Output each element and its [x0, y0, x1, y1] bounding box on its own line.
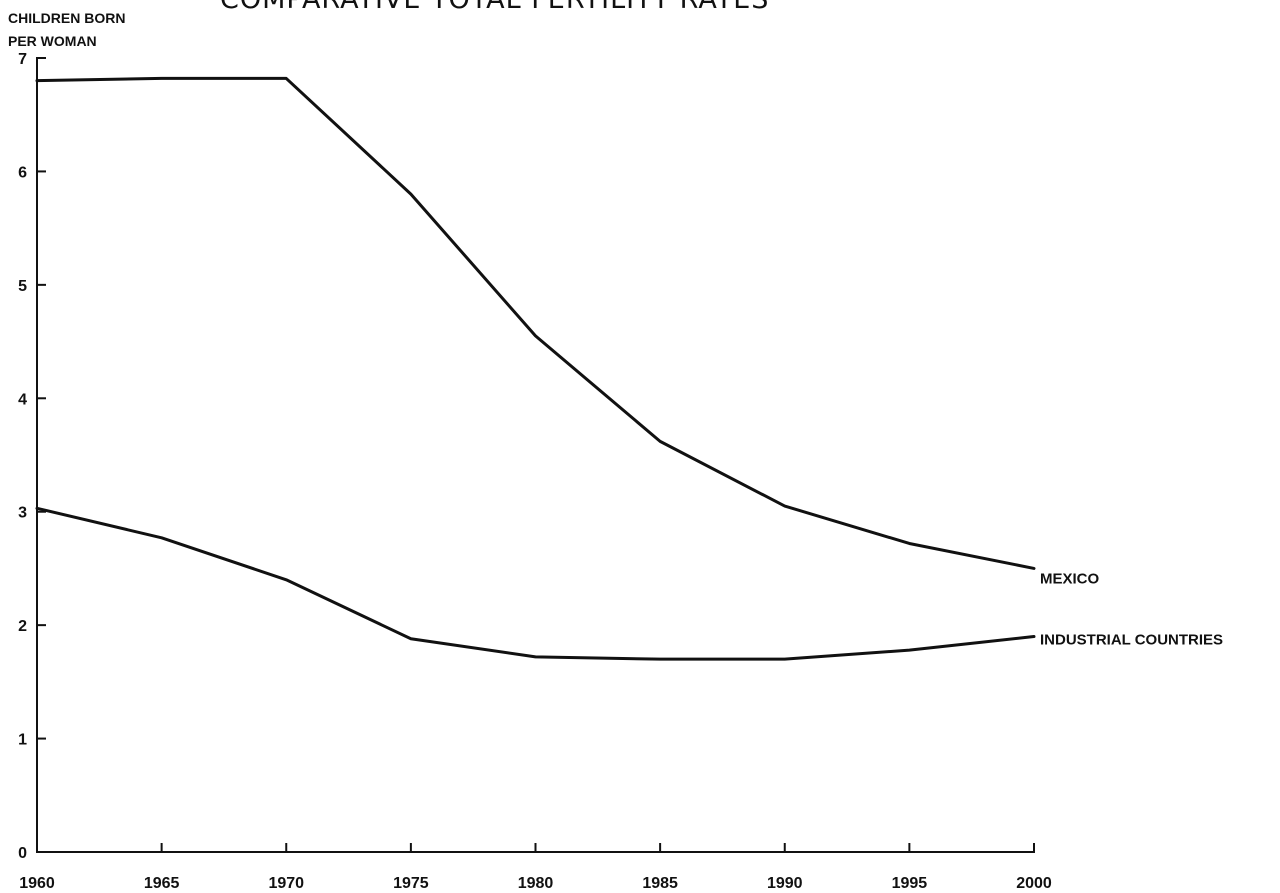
y-axis-label-line-1: CHILDREN BORN: [8, 10, 125, 26]
series-label-industrial-countries: INDUSTRIAL COUNTRIES: [1040, 631, 1223, 648]
series-lines: [35, 76, 1036, 661]
x-tick-label: 1960: [19, 875, 55, 892]
x-tick-label: 2000: [1016, 875, 1052, 892]
y-tick-label: 0: [18, 845, 27, 862]
series-label-mexico: MEXICO: [1040, 570, 1100, 587]
y-tick-label: 1: [18, 732, 27, 749]
y-axis-ticks: 0 1 2 3 4 5 6 7: [18, 51, 46, 862]
chart-title: COMPARATIVE TOTAL FERTILITY RATES: [220, 0, 769, 15]
y-tick-label: 2: [18, 618, 27, 635]
y-tick-label: 6: [18, 164, 27, 181]
x-tick-label: 1985: [642, 875, 678, 892]
x-axis-ticks: 1960 1965 1970 1975 1980 1985 1990 1995 2000: [19, 843, 1052, 892]
x-tick-label: 1965: [144, 875, 180, 892]
x-tick-label: 1995: [892, 875, 928, 892]
y-tick-label: 7: [18, 51, 27, 68]
series-line-mexico: [35, 76, 1036, 570]
x-tick-label: 1970: [268, 875, 304, 892]
x-tick-label: 1980: [518, 875, 554, 892]
y-tick-label: 3: [18, 505, 27, 522]
y-tick-label: 5: [18, 278, 27, 295]
y-axis-label-line-2: PER WOMAN: [8, 33, 97, 49]
x-tick-label: 1975: [393, 875, 429, 892]
x-tick-label: 1990: [767, 875, 803, 892]
series-labels: MEXICO INDUSTRIAL COUNTRIES: [1040, 570, 1223, 648]
y-tick-label: 4: [18, 391, 27, 408]
series-line-industrial-countries: [35, 506, 1036, 661]
